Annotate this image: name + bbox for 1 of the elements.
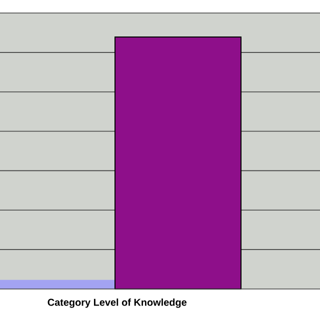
x-axis-title: Category Level of Knowledge: [48, 298, 187, 308]
